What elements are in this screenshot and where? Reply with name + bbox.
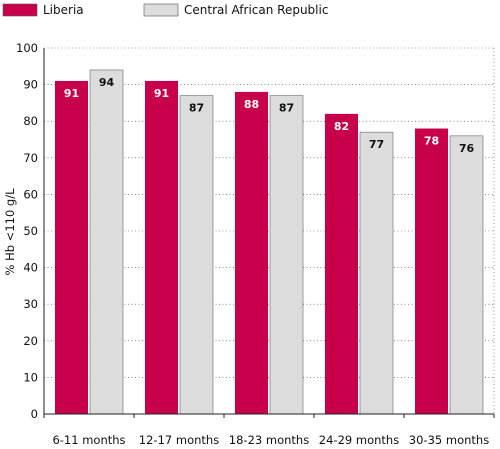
y-tick-label-4: 40 <box>23 261 38 275</box>
y-axis-tick-labels: 0 10 20 30 40 50 60 70 80 90 100 <box>16 41 38 421</box>
legend-swatch-0 <box>2 3 38 17</box>
data-label-liberia-3: 82 <box>334 120 349 133</box>
y-tick-label-0: 0 <box>31 407 38 421</box>
y-tick-label-10: 100 <box>16 41 38 55</box>
x-axis-category-labels: 6-11 months 12-17 months 18-23 months 24-29… <box>52 433 489 447</box>
data-label-liberia-2: 88 <box>244 98 259 111</box>
x-category-label-1: 12-17 months <box>139 433 219 447</box>
data-label-car-2: 87 <box>279 102 294 115</box>
data-label-liberia-1: 91 <box>154 87 169 100</box>
data-label-liberia-0: 91 <box>64 87 79 100</box>
y-tick-label-5: 50 <box>23 224 38 238</box>
data-label-car-4: 76 <box>459 142 475 155</box>
bar-liberia-0 <box>55 80 88 414</box>
data-label-car-1: 87 <box>189 102 204 115</box>
y-tick-label-7: 70 <box>23 151 38 165</box>
y-axis-label: % Hb <110 g/L <box>3 188 17 276</box>
x-category-label-4: 30-35 months <box>409 433 489 447</box>
bar-car-0 <box>89 69 124 415</box>
bar-liberia-3 <box>325 113 358 414</box>
bars <box>55 69 484 415</box>
bar-liberia-2 <box>235 91 268 415</box>
y-tick-label-9: 90 <box>23 78 38 92</box>
data-label-liberia-4: 78 <box>424 135 439 148</box>
x-category-label-0: 6-11 months <box>52 433 125 447</box>
y-tick-label-6: 60 <box>23 187 38 201</box>
legend-swatch-1 <box>143 3 179 17</box>
bar-liberia-1 <box>145 80 178 414</box>
bar-liberia-4 <box>415 128 448 414</box>
x-category-label-2: 18-23 months <box>229 433 309 447</box>
data-label-car-0: 94 <box>99 76 115 89</box>
bar-car-4 <box>449 135 484 415</box>
y-tick-label-2: 20 <box>23 334 38 348</box>
y-tick-label-3: 30 <box>23 297 38 311</box>
x-category-label-3: 24-29 months <box>319 433 399 447</box>
legend-label-0: Liberia <box>43 3 84 17</box>
y-tick-label-8: 80 <box>23 114 38 128</box>
data-labels: 91 94 91 87 88 87 82 77 78 76 <box>64 76 475 155</box>
y-tick-label-1: 10 <box>23 370 38 384</box>
legend-label-1: Central African Republic <box>184 3 328 17</box>
data-label-car-3: 77 <box>369 138 384 151</box>
legend: Liberia Central African Republic <box>2 3 328 17</box>
bar-car-1 <box>179 95 214 415</box>
bar-car-3 <box>359 131 394 415</box>
axes <box>43 48 495 418</box>
bar-car-2 <box>269 95 304 415</box>
